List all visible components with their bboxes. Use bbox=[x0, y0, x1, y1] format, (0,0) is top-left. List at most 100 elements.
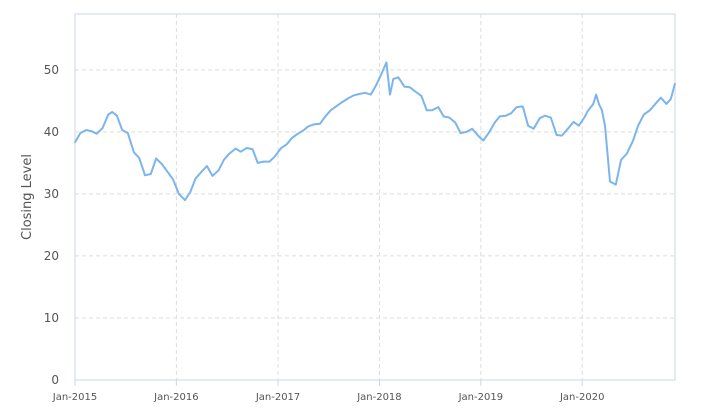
y-tick-label: 20 bbox=[44, 249, 59, 263]
data-point bbox=[465, 131, 468, 133]
data-point bbox=[228, 152, 231, 155]
data-point bbox=[510, 112, 512, 115]
data-point bbox=[665, 103, 668, 105]
data-point bbox=[178, 193, 180, 195]
y-tick-label: 0 bbox=[51, 373, 59, 387]
data-point bbox=[598, 103, 600, 105]
data-point bbox=[674, 82, 676, 85]
data-point bbox=[477, 135, 480, 137]
data-point bbox=[111, 111, 113, 113]
data-point bbox=[296, 133, 298, 136]
data-point bbox=[609, 180, 611, 183]
data-point bbox=[578, 124, 580, 127]
data-point bbox=[389, 93, 391, 96]
data-point bbox=[637, 124, 639, 127]
x-tick-label: Jan-2016 bbox=[153, 392, 198, 403]
data-point bbox=[654, 103, 657, 105]
data-point bbox=[353, 94, 355, 97]
data-point bbox=[90, 130, 93, 132]
data-point bbox=[459, 132, 462, 134]
data-point bbox=[364, 92, 366, 94]
data-point bbox=[206, 165, 208, 167]
data-point bbox=[595, 93, 597, 96]
data-point bbox=[155, 157, 157, 160]
data-point bbox=[414, 90, 417, 93]
y-tick-label: 50 bbox=[44, 63, 59, 77]
data-point bbox=[279, 147, 282, 150]
data-point bbox=[161, 163, 163, 165]
data-point bbox=[302, 129, 304, 132]
data-point bbox=[601, 109, 603, 111]
data-point bbox=[268, 160, 271, 163]
data-point bbox=[240, 150, 242, 153]
data-point bbox=[74, 141, 76, 144]
data-point bbox=[538, 117, 541, 119]
data-point bbox=[454, 121, 457, 124]
data-point bbox=[550, 116, 552, 119]
data-point bbox=[184, 199, 186, 201]
data-point bbox=[385, 61, 388, 64]
data-point bbox=[200, 170, 203, 173]
data-point bbox=[420, 95, 423, 97]
data-point bbox=[515, 106, 518, 108]
data-point bbox=[107, 113, 110, 116]
data-point bbox=[572, 121, 575, 123]
plot-area-border bbox=[74, 13, 676, 381]
data-point bbox=[448, 116, 451, 119]
data-point bbox=[632, 140, 634, 142]
data-point bbox=[127, 132, 129, 134]
data-point bbox=[488, 131, 491, 133]
data-point bbox=[660, 96, 662, 99]
data-point bbox=[262, 160, 265, 163]
data-point bbox=[498, 115, 501, 118]
data-point bbox=[670, 98, 672, 100]
data-point bbox=[561, 134, 563, 137]
y-tick-label: 10 bbox=[44, 311, 59, 325]
x-tick-label: Jan-2018 bbox=[356, 392, 401, 403]
data-point bbox=[592, 103, 595, 105]
data-point bbox=[336, 105, 338, 107]
data-point bbox=[471, 128, 474, 130]
data-point bbox=[620, 159, 622, 161]
data-point bbox=[234, 147, 237, 150]
data-point bbox=[273, 155, 276, 158]
series-line bbox=[74, 61, 676, 202]
data-point bbox=[555, 134, 558, 136]
data-point bbox=[307, 125, 310, 128]
x-tick-label: Jan-2017 bbox=[255, 392, 300, 403]
data-point bbox=[604, 124, 606, 127]
data-point bbox=[223, 159, 225, 161]
data-point bbox=[285, 143, 288, 146]
data-point bbox=[649, 109, 651, 111]
data-point bbox=[257, 162, 259, 164]
data-point bbox=[245, 147, 248, 149]
x-tick-label: Jan-2020 bbox=[559, 392, 604, 403]
data-point bbox=[392, 78, 395, 80]
data-point bbox=[482, 139, 485, 142]
data-point bbox=[150, 173, 152, 175]
data-point bbox=[615, 183, 617, 186]
data-point bbox=[194, 177, 197, 180]
data-point bbox=[493, 121, 496, 124]
data-point bbox=[116, 114, 118, 117]
data-point bbox=[324, 115, 327, 118]
x-tick-label: Jan-2019 bbox=[458, 392, 503, 403]
data-point bbox=[358, 93, 361, 95]
data-point bbox=[79, 132, 82, 134]
y-axis-ticks: 0 10 20 30 40 50 bbox=[44, 63, 59, 387]
data-point bbox=[319, 123, 321, 125]
data-point bbox=[567, 128, 569, 130]
data-point bbox=[442, 115, 445, 118]
data-point bbox=[85, 129, 87, 131]
data-point bbox=[291, 137, 293, 139]
data-point bbox=[527, 124, 529, 127]
grid bbox=[75, 14, 675, 380]
data-point bbox=[211, 175, 214, 177]
data-point bbox=[586, 110, 589, 113]
data-point bbox=[138, 157, 140, 159]
data-point bbox=[370, 93, 372, 96]
x-tick-label: Jan-2015 bbox=[52, 392, 97, 403]
data-point bbox=[375, 84, 377, 87]
data-point bbox=[403, 85, 406, 88]
